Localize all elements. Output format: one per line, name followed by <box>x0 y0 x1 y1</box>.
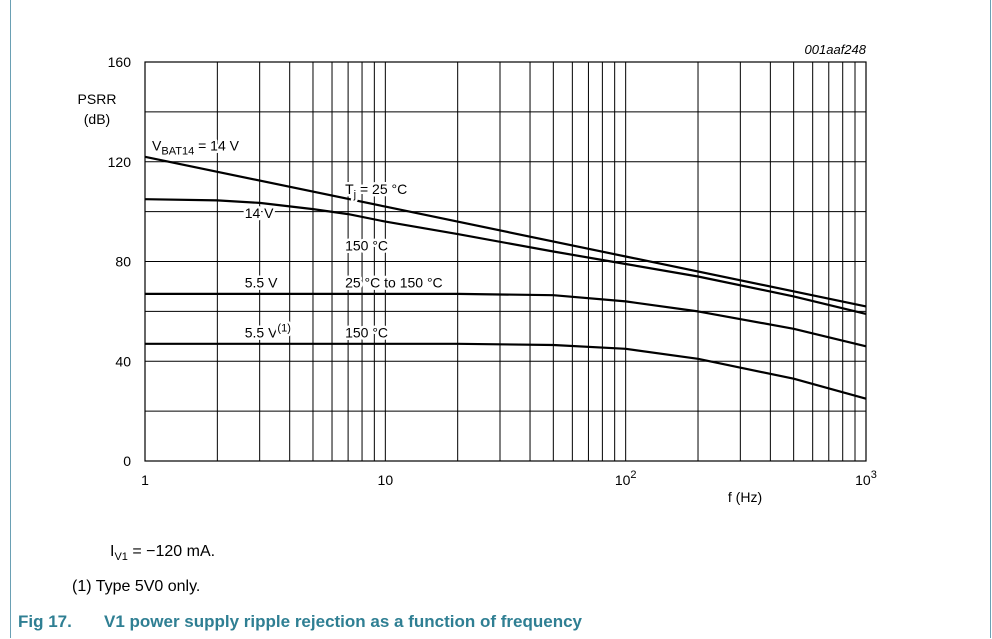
annotation-vbat: VBAT14 = 14 V <box>152 138 240 158</box>
x-tick-label: 10 <box>378 472 394 488</box>
condition-note: IV1 = −120 mA. <box>110 543 215 563</box>
y-tick-label: 160 <box>108 54 132 70</box>
footnote: (1) Type 5V0 only. <box>72 578 201 595</box>
x-axis-label: f (Hz) <box>728 489 762 505</box>
y-tick-label: 0 <box>123 453 131 469</box>
series-line-4 <box>145 342 867 400</box>
figure-title: V1 power supply ripple rejection as a fu… <box>104 612 582 631</box>
condition-value: = −120 mA. <box>127 543 216 560</box>
y-axis-unit: (dB) <box>84 111 110 127</box>
x-tick-label: 102 <box>615 469 637 488</box>
plot-border <box>144 61 867 462</box>
annotation-tj: Tj = 25 °C <box>345 181 407 201</box>
y-tick-label: 40 <box>115 353 131 369</box>
figure-number: Fig 17. <box>18 612 72 631</box>
annotation-t150a: 150 °C <box>345 237 388 253</box>
figure-caption: Fig 17. V1 power supply ripple rejection … <box>18 612 582 632</box>
x-tick-label: 1 <box>141 472 149 488</box>
series-line-3 <box>145 292 867 348</box>
annotation-v55n: 5.5 V(1) <box>245 323 291 341</box>
y-tick-label: 80 <box>115 254 131 270</box>
y-axis-label: PSRR <box>78 91 117 107</box>
psrr-chart: 0 40 80 120 160 1 10 102 103 PSRR (dB) f (Hz) 001aaf… <box>78 42 877 505</box>
y-tick-label: 120 <box>108 154 132 170</box>
annotation-v55: 5.5 V <box>245 275 278 291</box>
condition-subscript: V1 <box>114 551 128 564</box>
x-tick-label: 103 <box>855 469 877 488</box>
condition-symbol: I <box>110 543 115 560</box>
figure-code: 001aaf248 <box>805 42 867 57</box>
figure-frame <box>10 0 991 638</box>
annotation-v14: 14 V <box>245 205 274 221</box>
series-line-1 <box>144 155 867 308</box>
annotation-t25to150: 25 °C to 150 °C <box>345 275 443 291</box>
series-line-2 <box>144 198 867 315</box>
annotation-t150b: 150 °C <box>345 325 388 341</box>
